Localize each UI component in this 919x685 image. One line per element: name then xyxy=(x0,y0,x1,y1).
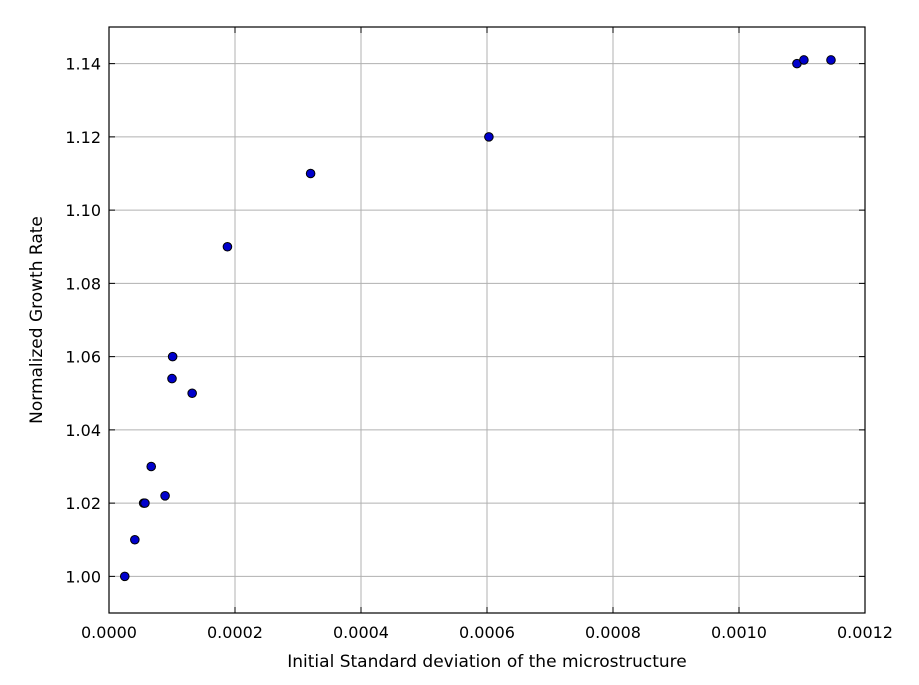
y-tick-label: 1.04 xyxy=(65,421,101,440)
data-point xyxy=(167,373,177,384)
data-point xyxy=(799,55,809,65)
y-tick-label: 1.00 xyxy=(65,567,101,586)
axis-ticks xyxy=(108,27,866,613)
x-tick-label: 0.0006 xyxy=(459,623,515,642)
data-point xyxy=(484,132,494,142)
data-point xyxy=(140,498,150,508)
y-axis-label: Normalized Growth Rate xyxy=(27,216,47,424)
data-points xyxy=(119,55,836,582)
x-axis-label: Initial Standard deviation of the micros… xyxy=(287,652,687,672)
y-tick-labels: 1.00 1.02 1.04 1.06 1.08 1.10 1.12 1.14 xyxy=(65,55,101,587)
grid-lines xyxy=(109,27,865,613)
x-tick-label: 0.0010 xyxy=(711,623,767,642)
y-tick-label: 1.10 xyxy=(65,201,101,220)
data-point xyxy=(222,241,233,252)
x-tick-label: 0.0002 xyxy=(207,623,263,642)
x-tick-label: 0.0000 xyxy=(81,623,137,642)
x-tick-label: 0.0004 xyxy=(333,623,389,642)
x-tick-labels: 0.0000 0.0002 0.0004 0.0006 0.0008 0.0010 0.00… xyxy=(81,623,893,642)
y-tick-label: 1.12 xyxy=(65,128,101,147)
y-tick-label: 1.02 xyxy=(65,494,101,513)
data-point xyxy=(187,388,197,399)
data-point xyxy=(130,534,140,545)
data-point xyxy=(167,351,178,362)
x-tick-label: 0.0008 xyxy=(585,623,641,642)
data-point xyxy=(305,168,316,179)
data-point xyxy=(146,461,157,472)
data-point xyxy=(826,55,836,65)
x-tick-label: 0.0012 xyxy=(837,623,893,642)
data-point xyxy=(160,491,170,501)
y-tick-label: 1.14 xyxy=(65,55,101,74)
y-tick-label: 1.08 xyxy=(65,274,101,293)
y-tick-label: 1.06 xyxy=(65,348,101,367)
data-point xyxy=(119,571,130,582)
